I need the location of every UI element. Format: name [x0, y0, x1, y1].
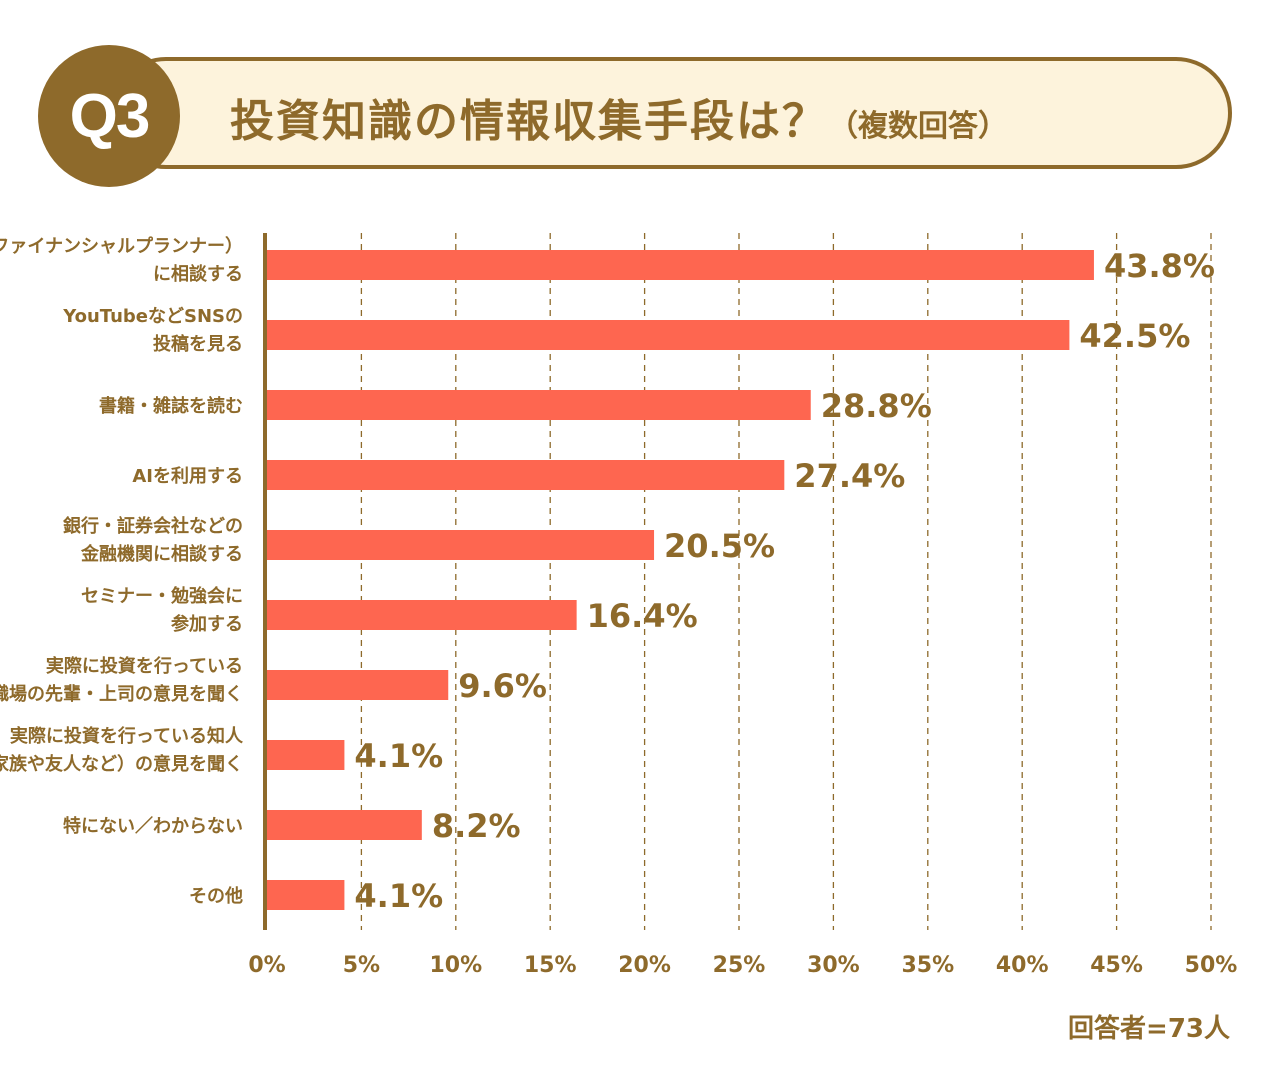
x-tick-label: 50%: [1185, 953, 1238, 978]
category-label: FP（ファイナンシャルプランナー）: [0, 235, 243, 257]
x-tick-label: 10%: [429, 953, 482, 978]
data-label: 16.4%: [587, 597, 698, 635]
data-label: 42.5%: [1079, 317, 1190, 355]
title-banner: [110, 57, 1232, 169]
data-label: 27.4%: [794, 457, 905, 495]
data-label: 20.5%: [664, 527, 775, 565]
title-text: 投資知識の情報収集手段は？: [230, 96, 828, 147]
bar: [267, 880, 345, 910]
bar: [267, 810, 422, 840]
data-label: 8.2%: [432, 807, 521, 845]
category-label: 書籍・雑誌を読む: [99, 395, 243, 417]
category-label: 金融機関に相談する: [80, 543, 243, 565]
category-label: 投稿を見る: [153, 333, 243, 355]
x-tick-label: 35%: [901, 953, 954, 978]
respondent-count: 回答者=73人: [1068, 1014, 1230, 1044]
data-label: 4.1%: [354, 877, 443, 915]
category-label: 実際に投資を行っている知人: [10, 725, 244, 747]
x-tick-label: 20%: [618, 953, 671, 978]
bar: [267, 670, 449, 700]
bar: [267, 390, 811, 420]
question-badge: Q3: [38, 45, 180, 187]
data-label: 4.1%: [354, 737, 443, 775]
bar: [267, 460, 785, 490]
category-label: YouTubeなどSNSの: [62, 306, 243, 327]
chart-title: 投資知識の情報収集手段は？（複数回答）: [230, 85, 1008, 149]
x-tick-label: 0%: [248, 953, 285, 978]
category-label: 特にない／わからない: [63, 815, 243, 837]
data-label: 28.8%: [821, 387, 932, 425]
category-label: AIを利用する: [132, 465, 243, 487]
category-label: 実際に投資を行っている: [46, 655, 243, 677]
bar: [267, 320, 1070, 350]
category-label: 銀行・証券会社などの: [63, 515, 243, 537]
category-label: セミナー・勉強会に: [81, 585, 243, 607]
bar: [267, 600, 577, 630]
category-label: （家族や友人など）の意見を聞く: [0, 753, 243, 775]
data-label: 43.8%: [1104, 247, 1215, 285]
category-label: に相談する: [153, 263, 243, 285]
bar: [267, 740, 345, 770]
x-tick-label: 25%: [713, 953, 766, 978]
x-tick-label: 15%: [524, 953, 577, 978]
title-subtitle: （複数回答）: [828, 109, 1008, 144]
x-tick-label: 45%: [1090, 953, 1143, 978]
bar: [267, 530, 655, 560]
category-label: 職場の先輩・上司の意見を聞く: [0, 683, 243, 705]
x-tick-label: 30%: [807, 953, 860, 978]
x-tick-label: 5%: [343, 953, 380, 978]
x-tick-label: 40%: [996, 953, 1049, 978]
category-label: 参加する: [171, 613, 243, 635]
category-label: その他: [189, 885, 243, 907]
bar: [267, 250, 1094, 280]
data-label: 9.6%: [458, 667, 547, 705]
